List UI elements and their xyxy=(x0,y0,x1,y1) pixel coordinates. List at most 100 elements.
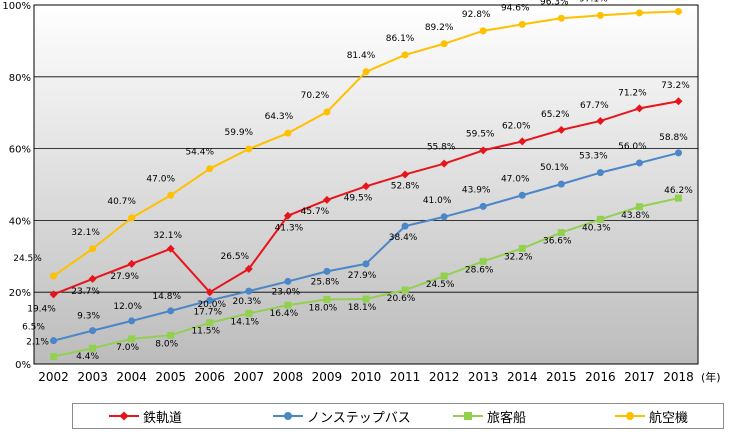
data-point-ship xyxy=(245,309,253,317)
data-point-ship xyxy=(479,257,487,265)
data-point-bus xyxy=(89,327,97,335)
y-tick-label: 60% xyxy=(9,145,31,156)
legend-label-rail: 鉄軌道 xyxy=(143,410,183,426)
data-label-ship: 28.6% xyxy=(465,265,494,275)
data-point-bus xyxy=(518,191,526,199)
data-point-air xyxy=(440,40,448,48)
data-point-ship xyxy=(284,301,292,309)
data-point-ship xyxy=(206,319,214,327)
data-label-rail: 45.7% xyxy=(301,207,330,217)
data-label-bus: 17.7% xyxy=(193,307,222,317)
legend-swatch-ship xyxy=(453,410,483,422)
x-tick-label: 2005 xyxy=(155,370,186,384)
data-point-ship xyxy=(89,344,97,352)
data-point-bus xyxy=(596,169,604,177)
x-tick-label: 2006 xyxy=(194,370,225,384)
x-tick-label: 2011 xyxy=(390,370,421,384)
data-point-air xyxy=(674,7,682,15)
data-point-rail xyxy=(88,274,97,283)
legend-item-rail: 鉄軌道 xyxy=(109,404,182,428)
data-label-rail: 49.5% xyxy=(344,193,373,203)
data-label-bus: 20.3% xyxy=(233,297,262,307)
data-point-air xyxy=(635,9,643,17)
data-point-air xyxy=(596,11,604,19)
data-point-ship xyxy=(401,286,409,294)
legend-item-bus: ノンステップバス xyxy=(273,404,411,428)
data-label-bus: 50.1% xyxy=(540,163,569,173)
data-point-ship xyxy=(518,244,526,252)
data-label-air: 40.7% xyxy=(107,197,136,207)
data-label-bus: 12.0% xyxy=(113,302,142,312)
data-label-bus: 14.8% xyxy=(152,292,181,302)
data-point-rail xyxy=(49,290,58,299)
data-point-bus xyxy=(323,267,331,275)
data-point-rail xyxy=(557,125,566,134)
y-tick-label: 0% xyxy=(15,360,31,371)
x-tick-label: 2018 xyxy=(663,370,694,384)
data-point-air xyxy=(284,129,292,137)
legend-swatch-air xyxy=(615,410,645,422)
data-point-ship xyxy=(128,335,136,343)
data-label-air: 24.5% xyxy=(13,254,42,264)
data-point-rail xyxy=(479,146,488,155)
data-label-rail: 26.5% xyxy=(221,252,250,262)
legend-label-bus: ノンステップバス xyxy=(307,410,411,426)
data-point-rail xyxy=(127,259,136,268)
legend: 鉄軌道 ノンステップバス 旅客船 航空機 xyxy=(72,403,724,429)
data-point-air xyxy=(479,27,487,35)
x-tick-label: 2008 xyxy=(273,370,304,384)
x-tick-label: 2015 xyxy=(546,370,577,384)
data-label-bus: 38.4% xyxy=(389,233,418,243)
x-tick-label: 2004 xyxy=(116,370,147,384)
data-point-ship xyxy=(674,194,682,202)
data-point-ship xyxy=(50,352,58,360)
data-label-rail: 73.2% xyxy=(661,81,690,91)
data-point-ship xyxy=(362,295,370,303)
data-point-air xyxy=(167,191,175,199)
data-label-ship: 18.0% xyxy=(309,303,338,313)
data-point-air xyxy=(50,272,58,280)
data-label-rail: 27.9% xyxy=(110,272,139,282)
data-point-air xyxy=(401,51,409,59)
data-label-bus: 53.3% xyxy=(579,152,608,162)
data-point-rail xyxy=(440,159,449,168)
data-label-air: 96.3% xyxy=(540,0,569,7)
data-label-ship: 43.8% xyxy=(621,211,650,221)
data-label-rail: 52.8% xyxy=(391,181,420,191)
data-label-rail: 55.8% xyxy=(427,143,456,153)
data-label-bus: 47.0% xyxy=(501,174,530,184)
data-label-ship: 40.3% xyxy=(582,223,611,233)
data-point-bus xyxy=(479,202,487,210)
data-point-rail xyxy=(674,97,683,106)
data-point-rail xyxy=(322,195,331,204)
data-label-ship: 20.6% xyxy=(387,294,416,304)
data-point-air xyxy=(323,108,331,116)
data-point-bus xyxy=(635,159,643,167)
data-point-ship xyxy=(596,215,604,223)
data-point-bus xyxy=(674,149,682,157)
data-label-bus: 43.9% xyxy=(462,185,491,195)
x-tick-label: 2010 xyxy=(351,370,382,384)
data-point-bus xyxy=(167,307,175,315)
series-lines xyxy=(49,7,683,360)
data-label-ship: 2.1% xyxy=(26,337,49,347)
data-label-rail: 67.7% xyxy=(580,101,609,111)
data-label-air: 70.2% xyxy=(301,91,330,101)
data-label-rail: 62.0% xyxy=(502,121,531,131)
data-point-bus xyxy=(206,296,214,304)
data-point-rail xyxy=(596,116,605,125)
data-label-bus: 23.0% xyxy=(272,287,301,297)
data-label-air: 32.1% xyxy=(71,228,100,238)
data-point-bus xyxy=(284,277,292,285)
data-label-rail: 65.2% xyxy=(541,110,570,120)
data-label-ship: 4.4% xyxy=(76,352,99,362)
y-tick-label: 100% xyxy=(2,1,31,12)
legend-item-ship: 旅客船 xyxy=(453,404,526,428)
data-point-bus xyxy=(128,317,136,325)
legend-swatch-bus xyxy=(273,410,303,422)
data-point-air xyxy=(557,14,565,22)
data-labels: 19.4% 23.7% 27.9% 32.1% 20.0% 26.5% 41.3% 45.7%… xyxy=(13,0,693,362)
y-tick-label: 80% xyxy=(9,73,31,84)
data-point-rail xyxy=(362,182,370,191)
